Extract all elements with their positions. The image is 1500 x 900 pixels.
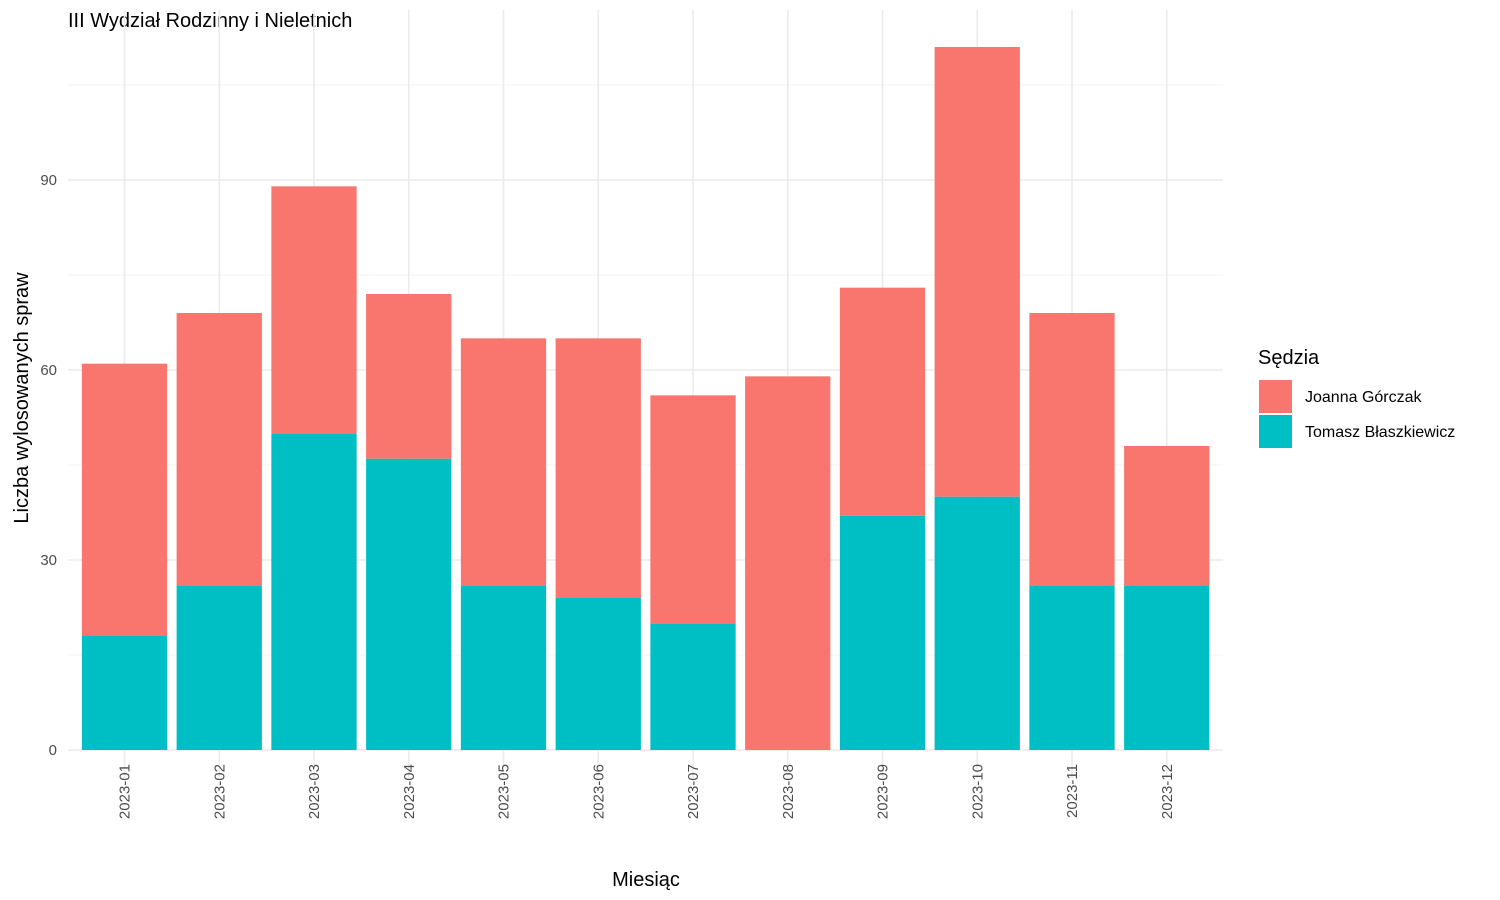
chart-title: III Wydział Rodzinny i Nieletnich	[68, 10, 352, 32]
x-axis-title: Miesiąc	[612, 869, 680, 891]
bar-joanna-2023-09	[839, 287, 926, 516]
bar-tomasz-2023-06	[555, 598, 641, 750]
legend-key-joanna	[1259, 380, 1292, 413]
x-tick-label: 2023-02	[211, 764, 228, 819]
x-tick-label: 2023-04	[401, 764, 418, 819]
legend: Sędzia Joanna Górczak Tomasz Błaszkiewicz	[1258, 347, 1455, 448]
legend-label: Joanna Górczak	[1305, 389, 1423, 406]
x-tick-label: 2023-08	[780, 764, 797, 819]
x-tick-label: 2023-10	[969, 764, 986, 819]
legend-label: Tomasz Błaszkiewicz	[1305, 424, 1455, 441]
y-tick-label: 90	[40, 172, 57, 189]
x-tick-label: 2023-06	[590, 764, 607, 819]
bar-joanna-2023-11	[1029, 313, 1115, 586]
bar-joanna-2023-03	[271, 186, 357, 434]
bar-joanna-2023-01	[81, 363, 168, 636]
bar-joanna-2023-04	[366, 294, 452, 459]
y-tick-label: 30	[40, 552, 57, 569]
x-tick-label: 2023-11	[1064, 764, 1081, 818]
bar-tomasz-2023-09	[839, 515, 926, 750]
bar-tomasz-2023-05	[460, 585, 547, 750]
bar-tomasz-2023-01	[81, 636, 168, 750]
bar-tomasz-2023-11	[1029, 585, 1115, 750]
x-tick-label: 2023-07	[685, 764, 702, 819]
bars	[81, 47, 1210, 750]
bar-joanna-2023-10	[934, 47, 1020, 497]
y-tick-label: 0	[49, 742, 57, 759]
x-tick-label: 2023-12	[1159, 764, 1176, 819]
bar-tomasz-2023-07	[650, 623, 736, 750]
bar-joanna-2023-02	[176, 313, 262, 586]
bar-tomasz-2023-03	[271, 433, 357, 750]
bar-tomasz-2023-02	[176, 585, 262, 750]
bar-joanna-2023-06	[555, 338, 641, 598]
x-tick-label: 2023-05	[496, 764, 513, 819]
x-tick-label: 2023-03	[306, 764, 323, 819]
y-axis-title: Liczba wylosowanych spraw	[11, 272, 33, 524]
x-tick-label: 2023-09	[875, 764, 892, 819]
y-tick-label: 60	[40, 362, 57, 379]
legend-key-tomasz	[1259, 415, 1292, 448]
x-tick-label: 2023-01	[117, 764, 134, 819]
bar-joanna-2023-12	[1124, 446, 1210, 586]
bar-tomasz-2023-12	[1124, 585, 1210, 750]
bar-joanna-2023-08	[745, 376, 831, 750]
bar-tomasz-2023-04	[366, 458, 452, 750]
x-axis-ticks: 2023-01 2023-02 2023-03 2023-04 2023-05 2023-…	[117, 764, 1176, 819]
y-axis-ticks: 0 30 60 90	[40, 172, 57, 759]
bar-joanna-2023-05	[460, 338, 547, 586]
bar-joanna-2023-07	[650, 395, 736, 624]
bar-tomasz-2023-10	[934, 496, 1020, 750]
legend-title: Sędzia	[1258, 347, 1320, 369]
